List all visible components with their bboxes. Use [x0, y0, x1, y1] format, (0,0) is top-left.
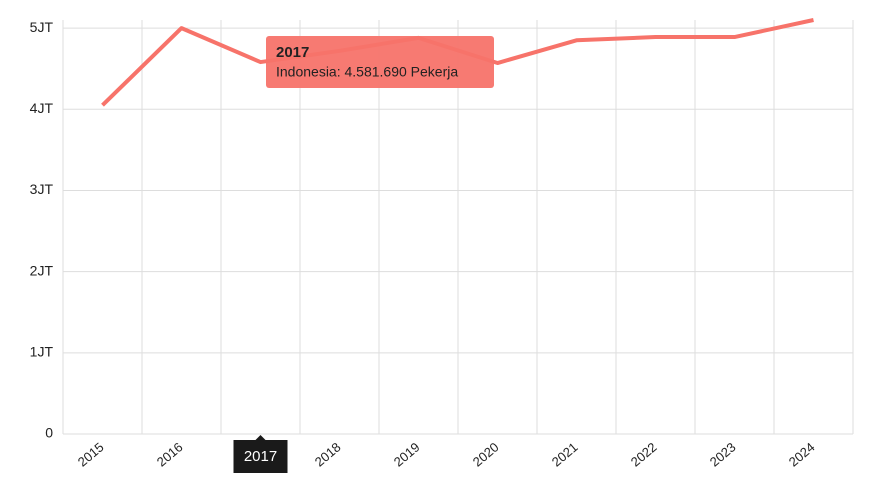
x-tick-label: 2020: [470, 439, 502, 469]
x-tick-label: 2018: [312, 439, 344, 469]
axis-tooltip-label: 2017: [244, 448, 277, 465]
y-tick-label: 0: [45, 425, 53, 441]
tooltip-text: Indonesia: 4.581.690 Pekerja: [276, 64, 458, 80]
y-tick-label: 4JT: [30, 100, 54, 116]
tooltip-box: [266, 36, 494, 88]
y-tick-label: 3JT: [30, 181, 54, 197]
x-tick-label: 2022: [628, 439, 660, 469]
x-tick-label: 2021: [549, 439, 581, 469]
axis-tooltip-pointer: [254, 435, 267, 441]
y-tick-label: 5JT: [30, 19, 54, 35]
tooltip-title: 2017: [276, 44, 309, 61]
x-tick-label: 2015: [75, 439, 107, 469]
x-tick-label: 2024: [786, 439, 818, 469]
x-tick-label: 2019: [391, 439, 423, 469]
axis-tooltip-box: [233, 440, 288, 473]
x-tick-label: 2016: [154, 439, 186, 469]
x-tick-label: 2023: [707, 439, 739, 469]
y-tick-label: 2JT: [30, 262, 54, 278]
y-tick-label: 1JT: [30, 344, 54, 360]
